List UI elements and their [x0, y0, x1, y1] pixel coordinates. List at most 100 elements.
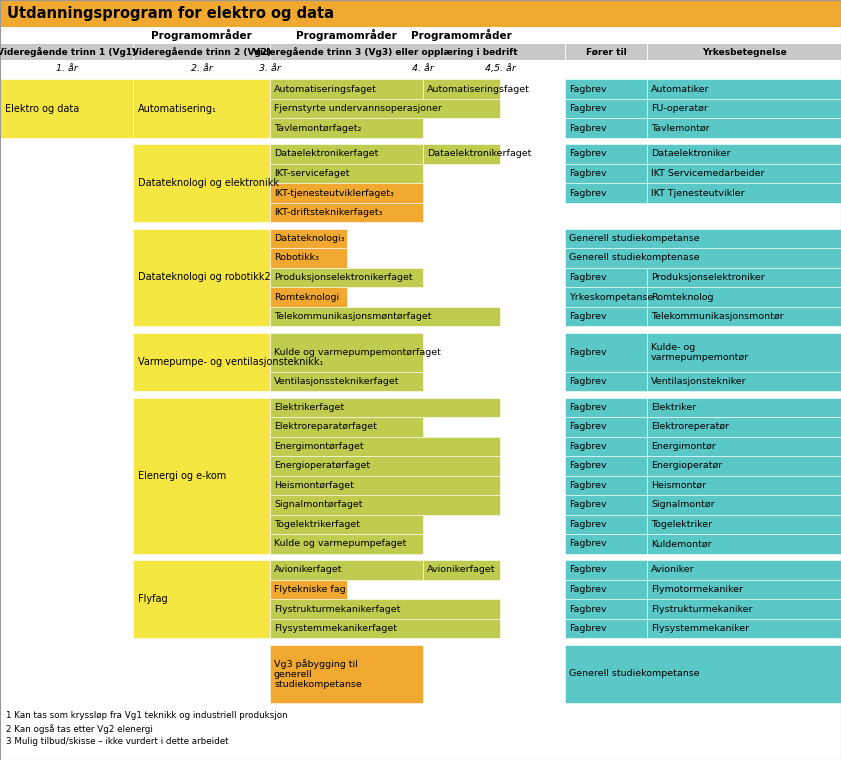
Text: Flyfag: Flyfag: [138, 594, 167, 604]
Bar: [270, 249, 346, 268]
Bar: [133, 144, 270, 222]
Text: Energimontørfaget: Energimontørfaget: [274, 442, 363, 451]
Bar: [270, 333, 423, 372]
Bar: [565, 307, 647, 326]
Bar: [423, 144, 500, 163]
Text: Heismontør: Heismontør: [651, 481, 706, 490]
Text: Fagbrev: Fagbrev: [569, 585, 606, 594]
Bar: [565, 79, 647, 99]
Text: Signalmontør: Signalmontør: [651, 501, 715, 509]
Text: Fagbrev: Fagbrev: [569, 188, 606, 198]
Text: IKT Servicemedarbeider: IKT Servicemedarbeider: [651, 169, 764, 178]
Bar: [423, 560, 500, 580]
Bar: [647, 580, 841, 599]
Text: Kulde og varmepumpemontørfaget: Kulde og varmepumpemontørfaget: [274, 348, 441, 356]
Bar: [270, 644, 423, 703]
Bar: [565, 268, 647, 287]
Text: Energimontør: Energimontør: [651, 442, 716, 451]
Bar: [133, 333, 270, 391]
Text: Tavlemontørfaget₂: Tavlemontørfaget₂: [274, 124, 362, 132]
Text: Dataelektronikerfaget: Dataelektronikerfaget: [427, 150, 532, 159]
Bar: [133, 79, 270, 138]
Text: Automatisering₁: Automatisering₁: [138, 103, 217, 113]
Bar: [647, 417, 841, 437]
Text: Signalmontørfaget: Signalmontørfaget: [274, 501, 362, 509]
Bar: [423, 79, 500, 99]
Text: Elektro og data: Elektro og data: [5, 103, 79, 113]
Text: Kulde- og
varmepumpemontør: Kulde- og varmepumpemontør: [651, 343, 749, 362]
Bar: [647, 456, 841, 476]
Text: Telekommunikasjonsmontør: Telekommunikasjonsmontør: [651, 312, 784, 321]
Bar: [647, 333, 841, 372]
Bar: [270, 560, 423, 580]
Text: Kulde og varmepumpefaget: Kulde og varmepumpefaget: [274, 540, 406, 549]
Bar: [565, 229, 841, 249]
Text: Heismontørfaget: Heismontørfaget: [274, 481, 354, 490]
Text: Togelektriker: Togelektriker: [651, 520, 712, 529]
Text: 1 Kan tas som kryssløp fra Vg1 teknikk og industriell produksjon: 1 Kan tas som kryssløp fra Vg1 teknikk o…: [6, 711, 288, 720]
Bar: [270, 372, 423, 391]
Text: Fagbrev: Fagbrev: [569, 604, 606, 613]
Text: 2 Kan også tas etter Vg2 elenergi: 2 Kan også tas etter Vg2 elenergi: [6, 724, 153, 733]
Bar: [647, 79, 841, 99]
Text: Produksjonselektronikerfaget: Produksjonselektronikerfaget: [274, 273, 413, 282]
Bar: [647, 437, 841, 456]
Text: Fagbrev: Fagbrev: [569, 169, 606, 178]
Bar: [565, 599, 647, 619]
Text: Flystrukturmekaniker: Flystrukturmekaniker: [651, 604, 753, 613]
Bar: [270, 599, 500, 619]
Text: Generell studiekompetanse: Generell studiekompetanse: [569, 670, 700, 679]
Text: 1. år: 1. år: [56, 64, 77, 73]
Bar: [565, 119, 647, 138]
Text: Automatiseringsfaget: Automatiseringsfaget: [427, 84, 530, 93]
Bar: [270, 203, 423, 222]
Text: Avionikerfaget: Avionikerfaget: [274, 565, 342, 575]
Bar: [565, 372, 647, 391]
Bar: [565, 183, 647, 203]
Text: Robotikk₃: Robotikk₃: [274, 254, 319, 262]
Text: 2. år: 2. år: [191, 64, 213, 73]
Text: Generell studiekompetanse: Generell studiekompetanse: [569, 234, 700, 243]
Bar: [270, 515, 423, 534]
Text: Videregående trinn 2 (Vg2): Videregående trinn 2 (Vg2): [132, 47, 271, 57]
Bar: [270, 397, 500, 417]
Bar: [565, 163, 647, 183]
Text: Fagbrev: Fagbrev: [569, 461, 606, 470]
Bar: [0, 79, 133, 138]
Bar: [647, 496, 841, 515]
Bar: [647, 560, 841, 580]
Bar: [647, 183, 841, 203]
Bar: [270, 183, 423, 203]
Text: Videregående trinn 3 (Vg3) eller opplæring i bedrift: Videregående trinn 3 (Vg3) eller opplæri…: [252, 47, 517, 57]
Text: Elektriker: Elektriker: [651, 403, 696, 412]
Bar: [0, 0, 841, 27]
Bar: [647, 99, 841, 119]
Text: Fagbrev: Fagbrev: [569, 540, 606, 549]
Text: IKT-tjenesteutviklerfaget₃: IKT-tjenesteutviklerfaget₃: [274, 188, 394, 198]
Text: Togelektrikerfaget: Togelektrikerfaget: [274, 520, 360, 529]
Text: Vg3 påbygging til
generell
studiekompetanse: Vg3 påbygging til generell studiekompeta…: [274, 659, 362, 689]
Bar: [270, 119, 423, 138]
Text: Flysystemmekaniker: Flysystemmekaniker: [651, 624, 749, 633]
Text: Avionikerfaget: Avionikerfaget: [427, 565, 496, 575]
Text: FU-operatør: FU-operatør: [651, 104, 708, 113]
Bar: [133, 229, 270, 326]
Bar: [647, 163, 841, 183]
Text: Elektroreparatørfaget: Elektroreparatørfaget: [274, 423, 377, 432]
Bar: [565, 144, 647, 163]
Bar: [565, 333, 647, 372]
Bar: [647, 268, 841, 287]
Text: Elektroreperatør: Elektroreperatør: [651, 423, 729, 432]
Bar: [565, 476, 647, 496]
Text: 4,5. år: 4,5. år: [484, 64, 516, 73]
Text: IKT-servicefaget: IKT-servicefaget: [274, 169, 350, 178]
Text: Elektrikerfaget: Elektrikerfaget: [274, 403, 344, 412]
Text: Fagbrev: Fagbrev: [569, 403, 606, 412]
Text: Programområder: Programområder: [151, 29, 251, 41]
Text: Produksjonselektroniker: Produksjonselektroniker: [651, 273, 764, 282]
Text: Flytekniske fag: Flytekniske fag: [274, 585, 346, 594]
Bar: [270, 163, 423, 183]
Bar: [270, 456, 500, 476]
Bar: [647, 534, 841, 554]
Text: Datateknologi₃: Datateknologi₃: [274, 234, 345, 243]
